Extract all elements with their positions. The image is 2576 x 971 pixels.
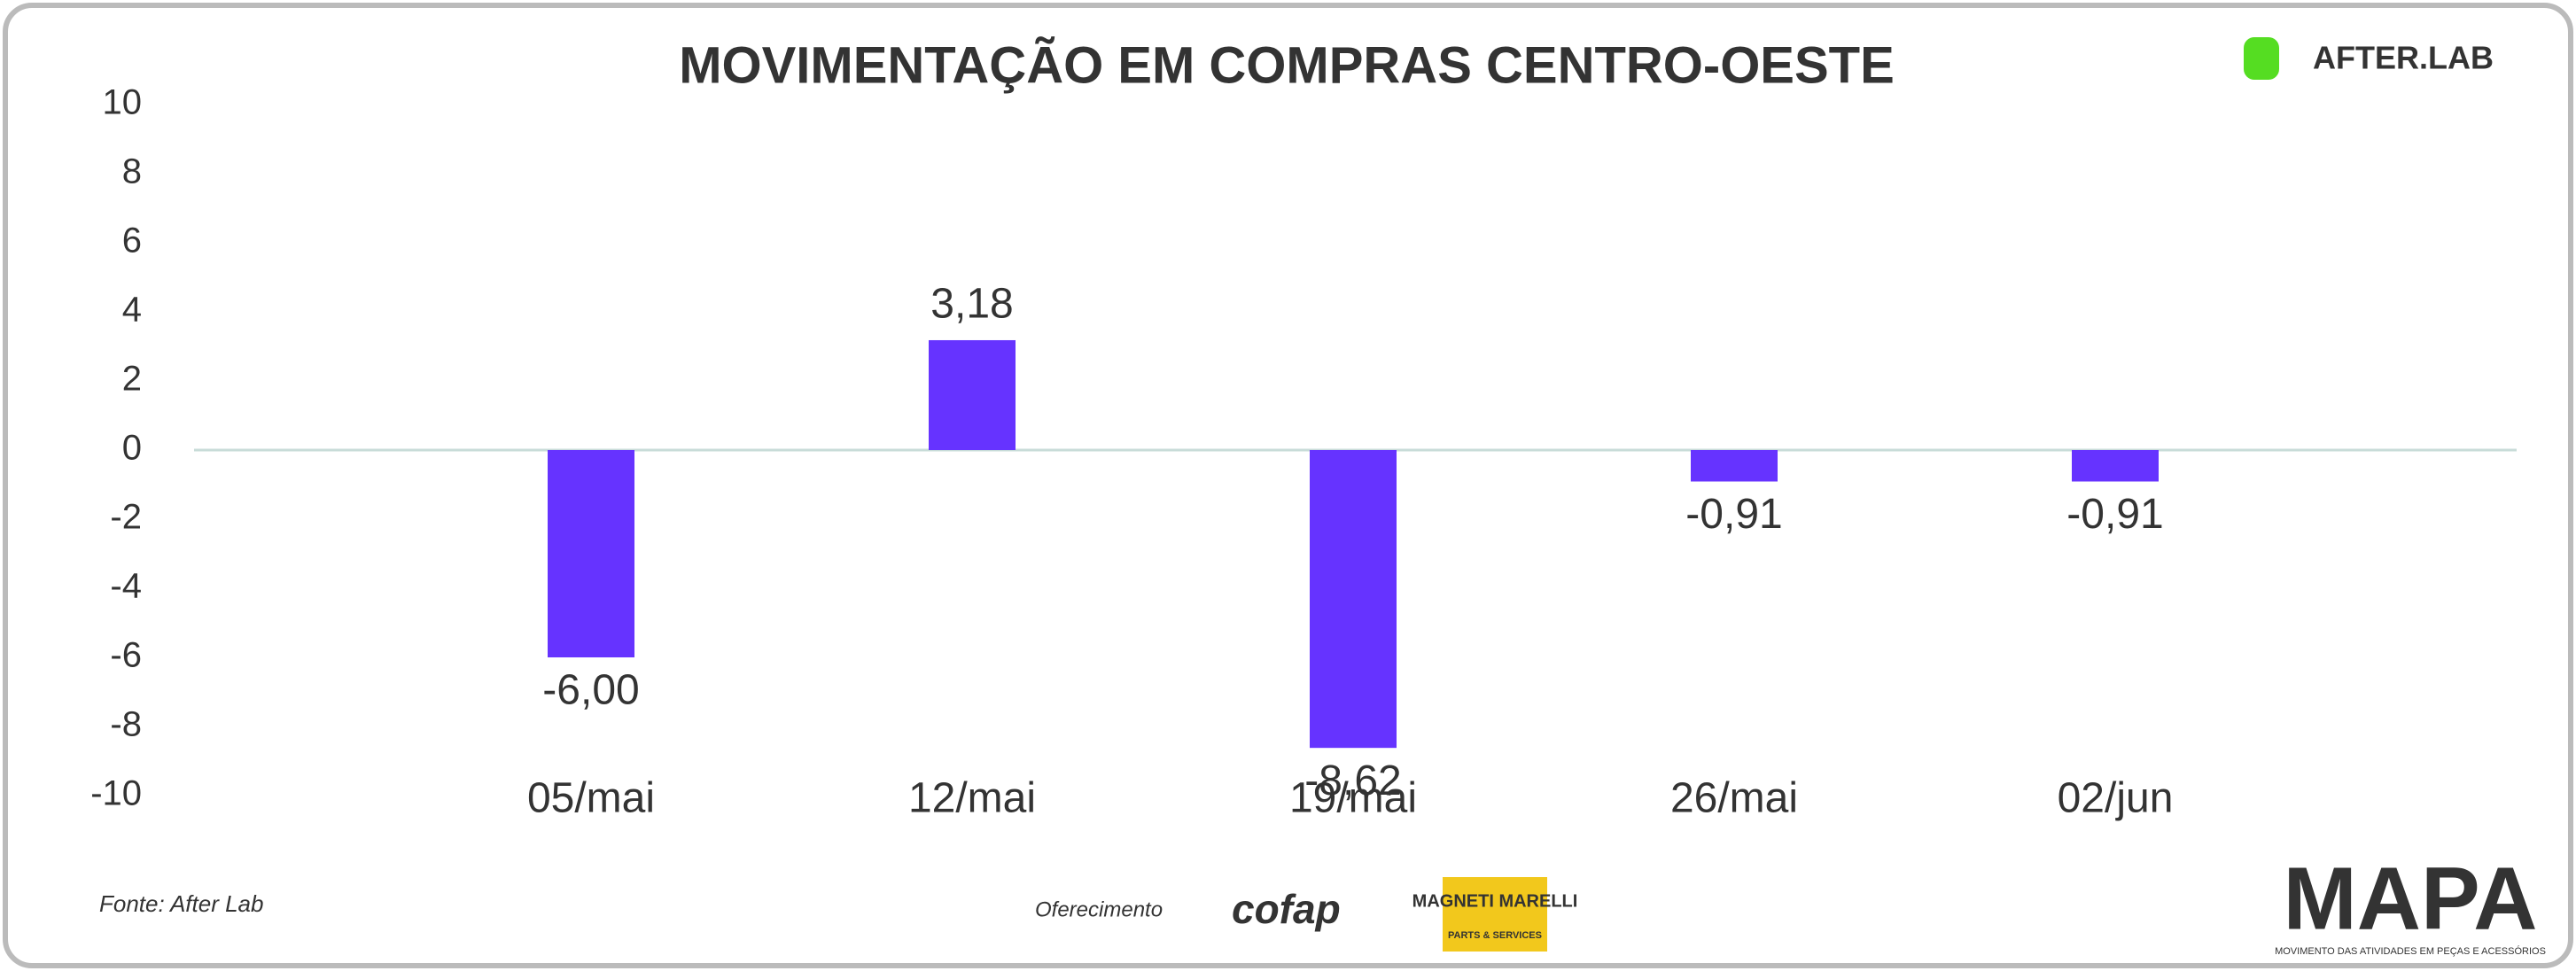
y-tick-label: -4 — [110, 567, 142, 606]
sponsor-parts: PARTS & SERVICES — [1448, 930, 1542, 941]
brand-logo: AFTER.LAB — [2313, 40, 2494, 76]
value-label: -0,91 — [1685, 491, 1782, 538]
y-tick-label: 10 — [103, 83, 143, 122]
x-tick-label: 26/mai — [1670, 775, 1798, 822]
bar — [548, 450, 634, 657]
y-tick-label: 8 — [122, 152, 142, 191]
sponsor-magneti: MAGNETI MARELLI — [1413, 891, 1578, 911]
chart-title: MOVIMENTAÇÃO EM COMPRAS CENTRO-OESTE — [679, 36, 1895, 94]
value-label: 3,18 — [930, 281, 1013, 328]
y-tick-label: 2 — [122, 360, 142, 399]
y-tick-label: 4 — [122, 291, 142, 330]
brand-icon — [2244, 37, 2279, 80]
y-tick-label: 6 — [122, 221, 142, 260]
y-tick-label: -8 — [110, 705, 142, 744]
x-tick-label: 19/mai — [1289, 775, 1417, 822]
value-label: -6,00 — [542, 667, 639, 714]
sponsor-label: Oferecimento — [1035, 897, 1163, 921]
mapa-tagline: MOVIMENTO DAS ATIVIDADES EM PEÇAS E ACES… — [2275, 945, 2546, 957]
y-tick-label: 0 — [122, 429, 142, 468]
x-tick-label: 12/mai — [908, 775, 1036, 822]
value-label: -8,62 — [1304, 757, 1401, 804]
sponsor-box — [1443, 877, 1547, 952]
bar — [1691, 450, 1778, 482]
sponsor-cofap: cofap — [1232, 886, 1341, 932]
value-label: -0,91 — [2066, 491, 2163, 538]
mapa-logo: MAPA — [2283, 849, 2537, 948]
y-tick-label: -10 — [90, 774, 142, 813]
y-tick-label: -6 — [110, 636, 142, 675]
x-tick-label: 05/mai — [527, 775, 655, 822]
bar — [929, 339, 1016, 450]
source: Fonte: After Lab — [99, 890, 263, 917]
y-tick-label: -2 — [110, 498, 142, 537]
x-tick-label: 02/jun — [2058, 775, 2174, 822]
frame — [3, 3, 2573, 968]
bar — [2072, 450, 2159, 482]
bar — [1310, 450, 1397, 749]
